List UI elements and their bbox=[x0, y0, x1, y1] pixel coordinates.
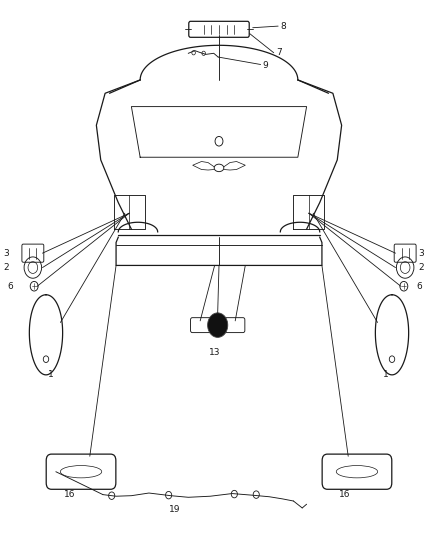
Text: 19: 19 bbox=[169, 505, 180, 514]
Text: 6: 6 bbox=[416, 282, 422, 290]
Text: 2: 2 bbox=[418, 263, 424, 272]
Text: 16: 16 bbox=[64, 490, 75, 498]
Text: 8: 8 bbox=[280, 22, 286, 30]
Text: 7: 7 bbox=[276, 49, 282, 57]
Text: 13: 13 bbox=[209, 349, 220, 357]
Text: 2: 2 bbox=[3, 263, 9, 272]
Circle shape bbox=[208, 313, 228, 337]
Text: 6: 6 bbox=[7, 282, 13, 290]
Text: 1: 1 bbox=[383, 370, 389, 378]
Text: 1: 1 bbox=[48, 370, 54, 378]
Text: 16: 16 bbox=[339, 490, 351, 498]
Text: 3: 3 bbox=[3, 249, 9, 257]
Text: 3: 3 bbox=[418, 249, 424, 257]
Text: 9: 9 bbox=[263, 61, 268, 70]
